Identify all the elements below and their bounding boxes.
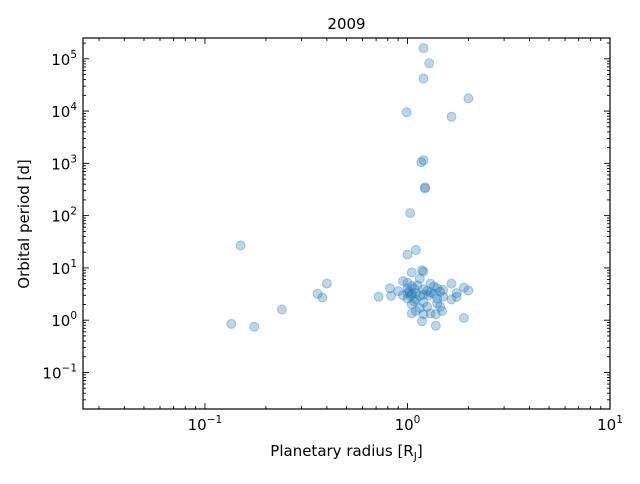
data-point bbox=[276, 304, 287, 315]
data-point bbox=[425, 287, 436, 298]
data-point bbox=[430, 309, 441, 320]
data-point bbox=[438, 291, 449, 302]
data-point bbox=[418, 43, 429, 54]
data-point bbox=[418, 289, 429, 300]
data-point bbox=[425, 308, 436, 319]
data-point bbox=[406, 267, 417, 278]
data-point bbox=[405, 291, 416, 301]
data-point bbox=[463, 285, 474, 296]
y-tick-label: 101 bbox=[51, 258, 77, 278]
data-point bbox=[402, 249, 413, 260]
data-point bbox=[418, 266, 429, 277]
data-point bbox=[417, 265, 427, 276]
data-point bbox=[414, 303, 425, 314]
y-tick-label: 105 bbox=[51, 49, 77, 69]
data-point bbox=[385, 283, 395, 294]
y-tick-label: 103 bbox=[51, 153, 77, 173]
y-tick-label: 100 bbox=[51, 310, 77, 330]
data-point bbox=[409, 283, 420, 294]
data-point bbox=[414, 273, 425, 284]
data-point bbox=[428, 288, 439, 299]
data-point bbox=[406, 299, 417, 310]
data-point bbox=[410, 294, 421, 305]
data-point bbox=[406, 308, 417, 319]
data-point bbox=[420, 183, 430, 194]
data-point bbox=[418, 284, 429, 295]
data-points bbox=[226, 43, 474, 332]
data-point bbox=[398, 290, 408, 301]
data-point bbox=[451, 291, 462, 302]
data-point bbox=[432, 298, 443, 309]
data-point bbox=[249, 321, 260, 332]
data-point bbox=[410, 288, 421, 299]
data-point bbox=[416, 157, 427, 168]
data-point bbox=[406, 288, 417, 299]
chart-title: 2009 bbox=[327, 15, 365, 33]
data-point bbox=[451, 288, 462, 299]
x-tick-label: 101 bbox=[597, 414, 623, 434]
data-point bbox=[425, 278, 436, 289]
y-tick-label: 10−1 bbox=[42, 362, 77, 382]
data-point bbox=[321, 278, 332, 289]
y-tick-label: 102 bbox=[51, 206, 77, 226]
y-tick-label: 104 bbox=[51, 101, 77, 121]
data-point bbox=[402, 277, 413, 288]
data-point bbox=[446, 111, 457, 122]
x-axis-label-subscript: J bbox=[413, 451, 417, 463]
data-point bbox=[398, 276, 408, 287]
x-tick-label: 10−1 bbox=[188, 414, 223, 434]
x-axis-label: Planetary radius [RJ] bbox=[270, 442, 422, 463]
data-point bbox=[424, 58, 435, 69]
plot-area-frame bbox=[82, 37, 611, 410]
data-point bbox=[410, 245, 421, 255]
data-point bbox=[437, 306, 447, 316]
data-point bbox=[226, 318, 237, 329]
data-point bbox=[432, 283, 443, 294]
data-point bbox=[312, 288, 323, 299]
data-point bbox=[435, 301, 446, 312]
data-point bbox=[418, 297, 429, 308]
data-point bbox=[422, 301, 433, 312]
data-point bbox=[418, 309, 429, 320]
x-axis-label-end: ] bbox=[417, 442, 423, 460]
data-point bbox=[393, 286, 404, 297]
data-point bbox=[414, 291, 425, 301]
data-point bbox=[412, 280, 423, 291]
data-point bbox=[404, 286, 415, 297]
data-point bbox=[417, 316, 427, 327]
data-point bbox=[418, 73, 429, 84]
data-point bbox=[458, 313, 469, 323]
data-point bbox=[446, 278, 457, 289]
data-point bbox=[428, 281, 439, 292]
data-point bbox=[410, 306, 421, 316]
data-point bbox=[430, 320, 441, 331]
data-point bbox=[463, 93, 474, 104]
data-point bbox=[438, 284, 449, 295]
data-point bbox=[432, 293, 443, 304]
data-point bbox=[402, 293, 413, 304]
data-point bbox=[406, 281, 417, 291]
data-point bbox=[423, 290, 434, 301]
data-point bbox=[373, 291, 384, 302]
data-point bbox=[422, 286, 433, 297]
data-point bbox=[317, 292, 328, 303]
data-point bbox=[446, 294, 457, 305]
data-point bbox=[402, 288, 413, 299]
data-point bbox=[420, 182, 430, 193]
data-point bbox=[458, 282, 469, 293]
y-axis-label: Orbital period [d] bbox=[15, 159, 33, 288]
data-point bbox=[418, 155, 429, 166]
data-point bbox=[435, 286, 446, 297]
data-point bbox=[405, 208, 416, 219]
data-point bbox=[401, 107, 412, 118]
x-axis-label-main: Planetary radius [R bbox=[270, 442, 413, 460]
data-point bbox=[409, 296, 420, 307]
data-point bbox=[235, 240, 246, 251]
x-tick-label: 100 bbox=[395, 414, 421, 434]
data-point bbox=[386, 291, 397, 301]
data-point bbox=[402, 283, 413, 294]
